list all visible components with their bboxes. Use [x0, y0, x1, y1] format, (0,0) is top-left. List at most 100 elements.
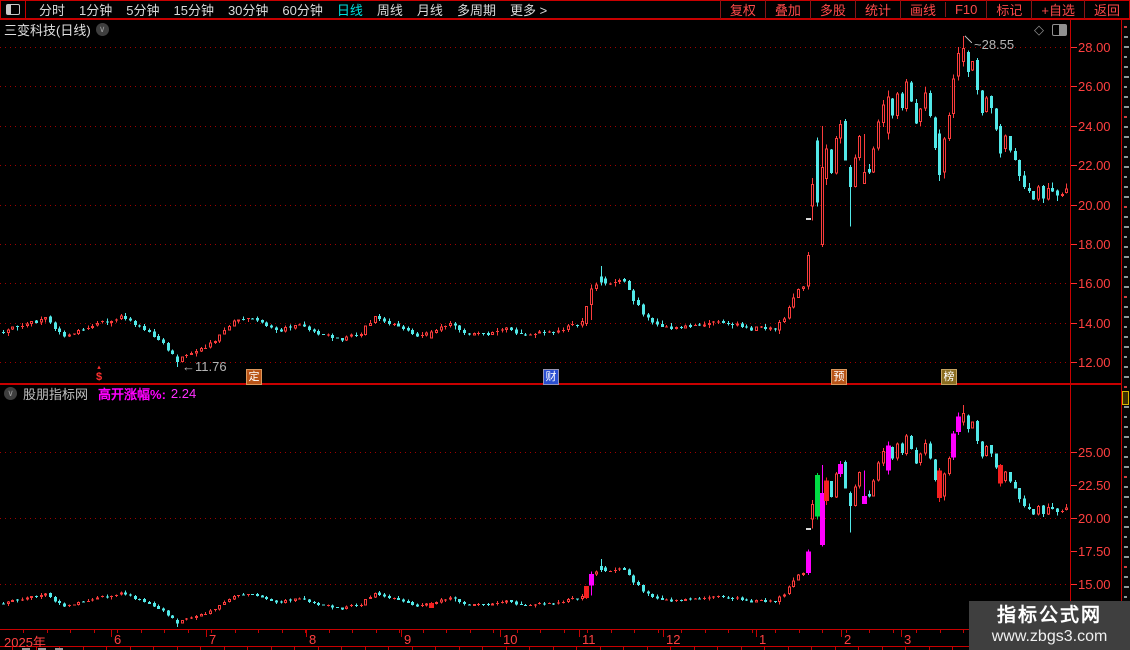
y-axis-label: 22.00	[1078, 158, 1111, 173]
time-axis[interactable]: 2025年 6 7 8 9 10 11 12 1 2 3	[0, 629, 1130, 650]
period-tab-7[interactable]: 周线	[376, 3, 403, 18]
clipped-tick	[764, 647, 765, 650]
sidebar-glyph	[1124, 446, 1127, 448]
chevron-down-icon[interactable]: ∨	[95, 22, 109, 36]
sidebar-glyph	[1124, 156, 1128, 158]
y-axis-label: 15.00	[1078, 577, 1111, 592]
tool-button-5[interactable]: F10	[944, 2, 986, 17]
x-axis-minor-tick	[540, 630, 541, 633]
x-axis-minor-tick	[352, 630, 353, 633]
x-axis-minor-tick	[141, 630, 142, 633]
sidebar-glyph	[1124, 146, 1127, 148]
y-axis-label: 17.50	[1078, 544, 1111, 559]
chevron-down-icon[interactable]: ∨	[4, 387, 17, 400]
period-tab-9[interactable]: 多周期	[456, 3, 496, 18]
y-axis-tick	[1071, 551, 1077, 552]
x-axis-tick	[111, 630, 112, 637]
sidebar-glyph	[1124, 316, 1129, 318]
period-tab-8[interactable]: 月线	[416, 3, 443, 18]
clipped-tick	[106, 647, 107, 650]
x-axis-minor-tick	[728, 630, 729, 633]
x-axis-minor-tick	[822, 630, 823, 633]
tool-button-7[interactable]: +自选	[1031, 0, 1084, 19]
sidebar-glyph	[1124, 496, 1129, 498]
y-axis-label: 28.00	[1078, 40, 1111, 55]
period-tab-10[interactable]: 更多 >	[509, 3, 548, 18]
clipped-tick	[36, 647, 37, 650]
clipped-tick	[459, 647, 460, 650]
sidebar-glyph	[1124, 236, 1127, 238]
sidebar-glyph	[1124, 256, 1129, 258]
clipped-tick	[929, 647, 930, 650]
x-axis-tick	[401, 630, 402, 637]
sidebar-glyph	[1124, 86, 1127, 88]
title-bar-icons: ◇	[1034, 22, 1067, 38]
tool-button-2[interactable]: 多股	[809, 0, 855, 19]
sidebar-glyph	[1124, 466, 1129, 468]
sidebar-glyph	[1124, 56, 1127, 58]
period-tab-4[interactable]: 30分钟	[227, 3, 269, 18]
event-badge-2[interactable]: 财	[543, 369, 559, 385]
tool-button-6[interactable]: 标记	[986, 0, 1031, 19]
x-axis-minor-tick	[517, 630, 518, 633]
tool-button-3[interactable]: 统计	[854, 0, 900, 19]
x-axis-minor-tick	[164, 630, 165, 633]
clipped-tick	[318, 647, 319, 650]
x-axis-minor-tick	[493, 630, 494, 633]
sidebar-glyph	[1124, 116, 1127, 118]
x-axis-tick	[306, 630, 307, 637]
event-badge-0[interactable]: ▴ $	[95, 364, 103, 383]
period-tab-3[interactable]: 15分钟	[173, 3, 214, 18]
sidebar-glyph	[1124, 46, 1129, 48]
clipped-tick	[811, 647, 812, 650]
period-tab-6[interactable]: 日线	[336, 3, 363, 18]
sidebar-glyph	[1124, 546, 1128, 548]
clipped-tick	[741, 647, 742, 650]
sidebar-glyph	[1124, 36, 1128, 38]
x-axis-minor-tick	[470, 630, 471, 633]
tool-button-0[interactable]: 复权	[719, 0, 765, 19]
period-tab-2[interactable]: 5分钟	[126, 3, 160, 18]
event-badge-1[interactable]: 定	[246, 369, 262, 385]
sidebar-glyph	[1124, 576, 1128, 578]
svg-text:←11.76: ←11.76	[182, 359, 227, 374]
y-axis-tick	[1071, 205, 1077, 206]
tool-button-8[interactable]: 返回	[1083, 0, 1129, 19]
x-axis-label: 3	[904, 632, 912, 647]
event-badge-4[interactable]: 榜	[941, 369, 957, 385]
diamond-icon[interactable]: ◇	[1034, 22, 1044, 37]
window-layout-icon[interactable]	[1, 1, 26, 18]
tool-menu: 复权 叠加 多股 统计 画线 F10 标记 +自选 返回	[719, 0, 1129, 19]
collapsed-sidebar[interactable]	[1122, 20, 1130, 645]
clipped-tick	[835, 647, 836, 650]
period-tab-1[interactable]: 1分钟	[79, 3, 113, 18]
event-badge-3[interactable]: 预	[831, 369, 847, 385]
x-axis-label: 10	[503, 632, 518, 647]
sidebar-glyph	[1124, 436, 1129, 438]
page-title: 三变科技(日线)	[4, 22, 91, 38]
x-axis-label: 2	[844, 632, 852, 647]
x-axis-label: 8	[309, 632, 317, 647]
sidebar-glyph	[1124, 216, 1128, 218]
x-axis-minor-tick	[846, 630, 847, 633]
x-axis-minor-tick	[752, 630, 753, 633]
pane-separator	[0, 383, 1130, 385]
sidebar-glyph	[1124, 596, 1127, 598]
period-tab-0[interactable]: 分时	[39, 3, 66, 18]
period-tab-5[interactable]: 60分钟	[282, 3, 323, 18]
clipped-tick	[623, 647, 624, 650]
tool-button-1[interactable]: 叠加	[764, 0, 810, 19]
sidebar-glyph	[1124, 346, 1129, 348]
y-axis-label: 26.00	[1078, 79, 1111, 94]
toolbar: 分时 1分钟 5分钟 15分钟 30分钟 60分钟 日线 周线 月线 多周期 更多 > 复权 叠加 多股…	[0, 0, 1130, 19]
y-axis-label: 24.00	[1078, 119, 1111, 134]
clipped-tick	[905, 647, 906, 650]
x-axis-tick	[500, 630, 501, 637]
pane-layout-icon[interactable]	[1052, 24, 1067, 36]
tool-button-4[interactable]: 画线	[899, 0, 945, 19]
sidebar-glyph	[1124, 306, 1128, 308]
y-axis-tick	[1071, 244, 1077, 245]
clipped-tick	[717, 647, 718, 650]
watermark: 指标公式网 www.zbgs3.com	[969, 601, 1130, 650]
